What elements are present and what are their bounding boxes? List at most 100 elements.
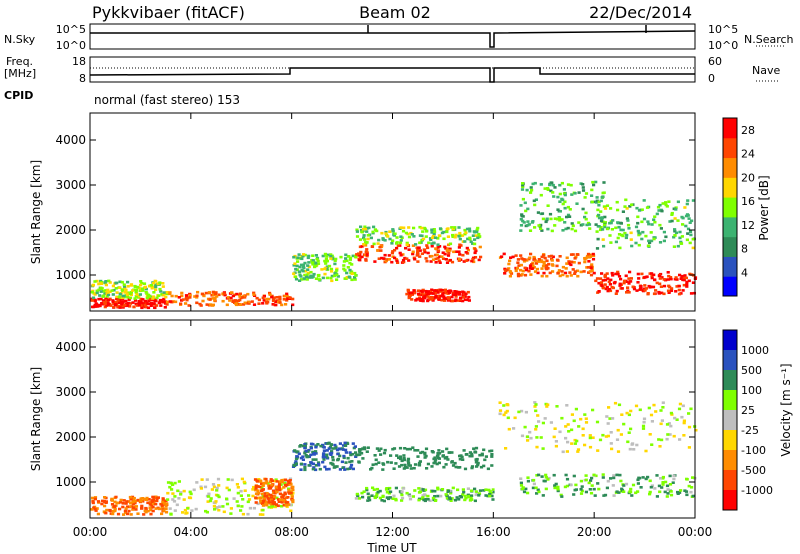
velocity-cell [423,451,427,455]
power-cell [165,300,170,304]
power-cell [637,209,642,212]
power-cell [402,226,406,230]
velocity-cell [531,486,535,490]
power-cell [422,226,426,230]
velocity-cell [183,508,187,512]
velocity-cell [628,447,632,451]
power-cell [660,209,664,213]
power-cell [302,253,306,256]
power-cell [431,292,435,295]
velocity-cell [430,450,434,453]
velocity-cell [123,509,127,513]
velocity-cell [400,496,405,500]
power-cell [381,257,386,260]
power-cell [555,258,560,262]
power-cell [142,282,147,285]
velocity-cell [564,436,568,440]
power-cell [561,198,565,202]
velocity-cell [361,447,365,450]
velocity-cell [534,409,538,413]
velocity-cell [463,498,467,502]
power-cell [306,264,310,267]
velocity-cell [160,512,164,516]
power-cell [456,290,460,294]
power-cell [670,219,674,223]
velocity-cell [474,490,478,493]
velocity-cell [627,431,631,434]
power-cell [573,192,577,195]
velocity-cell [533,401,537,404]
power-cell [682,276,686,280]
velocity-cell [204,509,208,513]
power-cell [282,298,286,301]
beam-title: Beam 02 [359,3,431,22]
power-cell [473,242,477,246]
power-cell [410,233,414,236]
velocity-cell [615,490,619,493]
power-cell [550,257,554,261]
power-cell [544,220,548,224]
power-cell [451,227,456,231]
y-tick-label: 1000 [55,475,86,489]
power-cell [373,260,377,263]
velocity-cell [469,489,474,493]
power-cell [129,290,133,294]
power-cell [477,232,481,236]
velocity-cell [354,451,358,454]
velocity-cell [630,494,634,497]
power-cell [358,245,362,249]
velocity-cell [408,497,413,501]
velocity-cell [639,486,643,489]
power-cell [463,295,467,298]
power-cell [676,244,680,248]
velocity-cell [502,404,506,407]
power-cell [457,250,461,253]
power-cell [144,287,148,291]
velocity-cell [687,446,691,449]
velocity-cell [337,447,342,451]
power-cell [621,228,625,232]
power-cell [365,254,369,258]
velocity-cell [535,492,539,495]
power-cell [523,266,527,270]
power-cell [565,274,569,278]
power-cell [685,238,689,242]
power-cell [208,298,212,301]
velocity-cell [341,466,345,469]
velocity-cell [423,493,427,496]
power-cell [626,289,630,293]
power-cell [301,263,306,267]
power-cell [431,236,435,239]
velocity-cell [139,497,143,500]
power-cell [528,264,533,267]
velocity-cell [350,460,354,463]
velocity-cell [446,458,450,461]
velocity-cell [476,461,480,465]
power-cell [115,291,119,294]
power-cell [225,303,229,307]
power-cell [103,305,107,309]
power-cell [336,275,340,278]
velocity-cell [616,428,620,432]
power-cell [588,255,593,258]
power-cell [575,269,580,273]
velocity-cell [330,451,334,455]
power-cell [136,296,140,299]
power-cell [99,290,103,293]
velocity-cell [554,482,558,486]
power-cell [634,225,639,229]
power-cell [418,241,422,245]
velocity-cell [236,491,240,495]
velocity-cell [406,459,410,463]
power-cell [475,228,479,232]
power-cell [558,274,562,278]
velocity-cell [467,494,471,498]
power-cell [415,298,419,301]
power-cell [442,230,446,234]
power-cell [637,277,641,280]
velocity-cell [110,497,114,501]
power-cell [457,226,461,229]
velocity-cell [570,428,574,432]
power-cell [372,225,376,229]
power-cell [646,220,650,223]
